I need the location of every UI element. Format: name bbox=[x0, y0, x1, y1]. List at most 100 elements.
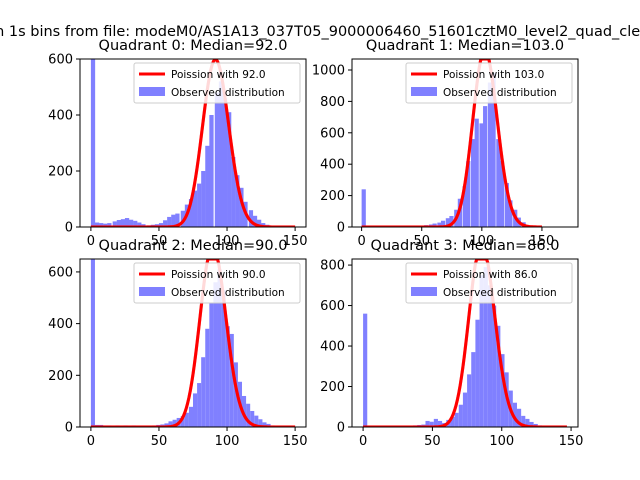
histogram-bar bbox=[425, 420, 430, 427]
histogram-bar bbox=[479, 123, 484, 227]
y-tick-label: 200 bbox=[320, 189, 345, 204]
legend-hist-label: Observed distribution bbox=[171, 87, 285, 99]
histogram-bar bbox=[184, 412, 189, 427]
histogram-bar bbox=[94, 222, 100, 227]
histogram-bar bbox=[99, 223, 104, 227]
x-tick-label: 0 bbox=[87, 234, 95, 249]
histogram-bar bbox=[218, 81, 224, 227]
histogram-bar bbox=[492, 305, 497, 427]
histogram-bar bbox=[429, 421, 434, 427]
legend-hist-swatch bbox=[139, 87, 165, 96]
histogram-bar bbox=[213, 282, 218, 427]
x-tick-label: 100 bbox=[215, 434, 240, 449]
histogram-bar bbox=[508, 200, 513, 227]
histogram-bar bbox=[180, 210, 185, 227]
histogram-bar bbox=[487, 82, 493, 227]
y-tick-label: 0 bbox=[337, 421, 345, 436]
histogram-bar bbox=[248, 210, 254, 227]
histogram-bar bbox=[231, 157, 236, 227]
quadrant-3-panel: 0 50 100 150 0 200 400 600 800 Poission with 86.0… bbox=[320, 238, 583, 449]
axes-frame bbox=[351, 58, 579, 228]
histogram-bar bbox=[209, 115, 214, 227]
x-tick-label: 50 bbox=[424, 434, 441, 449]
histogram-bar bbox=[466, 161, 471, 227]
histogram-bar bbox=[479, 275, 484, 427]
histogram-bar bbox=[254, 415, 259, 427]
y-tick-label: 0 bbox=[337, 221, 345, 236]
x-tick-label: 150 bbox=[283, 434, 308, 449]
legend-hist-swatch bbox=[411, 287, 437, 296]
histogram-bar bbox=[168, 421, 173, 427]
histogram-bar bbox=[433, 418, 438, 427]
x-tick-label: 100 bbox=[469, 234, 494, 249]
histogram-bar bbox=[432, 223, 437, 227]
histogram-bar bbox=[137, 222, 142, 227]
histogram-bar bbox=[258, 419, 263, 427]
y-tick-label: 400 bbox=[320, 340, 345, 355]
y-tick-label: 400 bbox=[48, 317, 73, 332]
y-tick-label: 600 bbox=[320, 126, 345, 141]
y-tick-label: 800 bbox=[320, 259, 345, 274]
plot-area bbox=[361, 59, 543, 227]
y-tick-label: 0 bbox=[65, 421, 73, 436]
y-tick-label: 800 bbox=[320, 95, 345, 110]
histogram-bar bbox=[112, 221, 117, 227]
histogram-bar bbox=[158, 223, 164, 227]
histogram-bar bbox=[197, 383, 202, 427]
histogram-bar bbox=[193, 190, 198, 227]
legend-fit-label: Poission with 92.0 bbox=[171, 69, 266, 81]
legend-fit-label: Poission with 90.0 bbox=[171, 269, 266, 281]
y-tick-label: 600 bbox=[48, 265, 73, 280]
histogram-bar bbox=[209, 302, 214, 427]
axes-frame bbox=[351, 258, 579, 428]
histogram-bar bbox=[107, 223, 112, 227]
histogram-bar bbox=[496, 139, 501, 227]
histogram-bar bbox=[222, 98, 228, 227]
quadrant-1-panel: 0 50 100 150 0 200 400 600 800 1000 Poission with … bbox=[312, 38, 579, 249]
histogram-bar bbox=[467, 374, 472, 427]
histogram-bar bbox=[529, 421, 534, 427]
histogram-bar bbox=[521, 415, 526, 427]
histogram-bar bbox=[483, 106, 488, 227]
histogram-bar bbox=[440, 220, 446, 227]
legend-box bbox=[133, 262, 301, 304]
histogram-bar bbox=[163, 220, 168, 227]
histogram-bar bbox=[491, 73, 496, 227]
histogram-bar bbox=[235, 175, 240, 227]
x-tick-label: 50 bbox=[151, 434, 168, 449]
histogram-bar bbox=[474, 118, 479, 227]
histogram-bar bbox=[129, 219, 134, 227]
poisson-fit-line bbox=[361, 59, 543, 227]
histogram-bar bbox=[217, 269, 222, 427]
histogram-bar bbox=[227, 112, 232, 227]
histogram-bar bbox=[197, 183, 202, 227]
x-tick-label: 100 bbox=[489, 434, 514, 449]
x-tick-label: 150 bbox=[530, 234, 555, 249]
y-tick-label: 0 bbox=[65, 221, 73, 236]
histogram-bar bbox=[525, 418, 530, 427]
legend-box bbox=[405, 262, 573, 304]
x-tick-label: 150 bbox=[283, 234, 308, 249]
histogram-bar bbox=[437, 222, 442, 227]
legend-box bbox=[133, 62, 301, 104]
x-tick-label: 50 bbox=[151, 234, 168, 249]
legend-hist-swatch bbox=[411, 87, 437, 96]
quadrant-0-panel: 0 50 100 150 0 200 400 600 Poission with 92.0 Obs… bbox=[48, 38, 307, 249]
legend-box bbox=[405, 62, 573, 104]
x-tick-label: 100 bbox=[215, 234, 240, 249]
histogram-bar bbox=[471, 352, 476, 427]
histogram-bar bbox=[171, 214, 176, 227]
legend-fit-label: Poission with 103.0 bbox=[443, 69, 544, 81]
histogram-bar bbox=[164, 423, 169, 427]
y-tick-label: 200 bbox=[48, 369, 73, 384]
legend-hist-swatch bbox=[139, 287, 165, 296]
y-tick-label: 400 bbox=[48, 109, 73, 124]
histogram-bar bbox=[262, 422, 267, 427]
y-tick-label: 1000 bbox=[312, 63, 345, 78]
histogram-bar bbox=[458, 404, 463, 427]
histogram-bar bbox=[193, 393, 198, 427]
histogram-bar bbox=[225, 326, 230, 427]
histogram-bar bbox=[239, 187, 244, 227]
panel-title: Quadrant 0: Median=92.0 bbox=[99, 38, 288, 54]
histogram-bar bbox=[449, 216, 454, 227]
